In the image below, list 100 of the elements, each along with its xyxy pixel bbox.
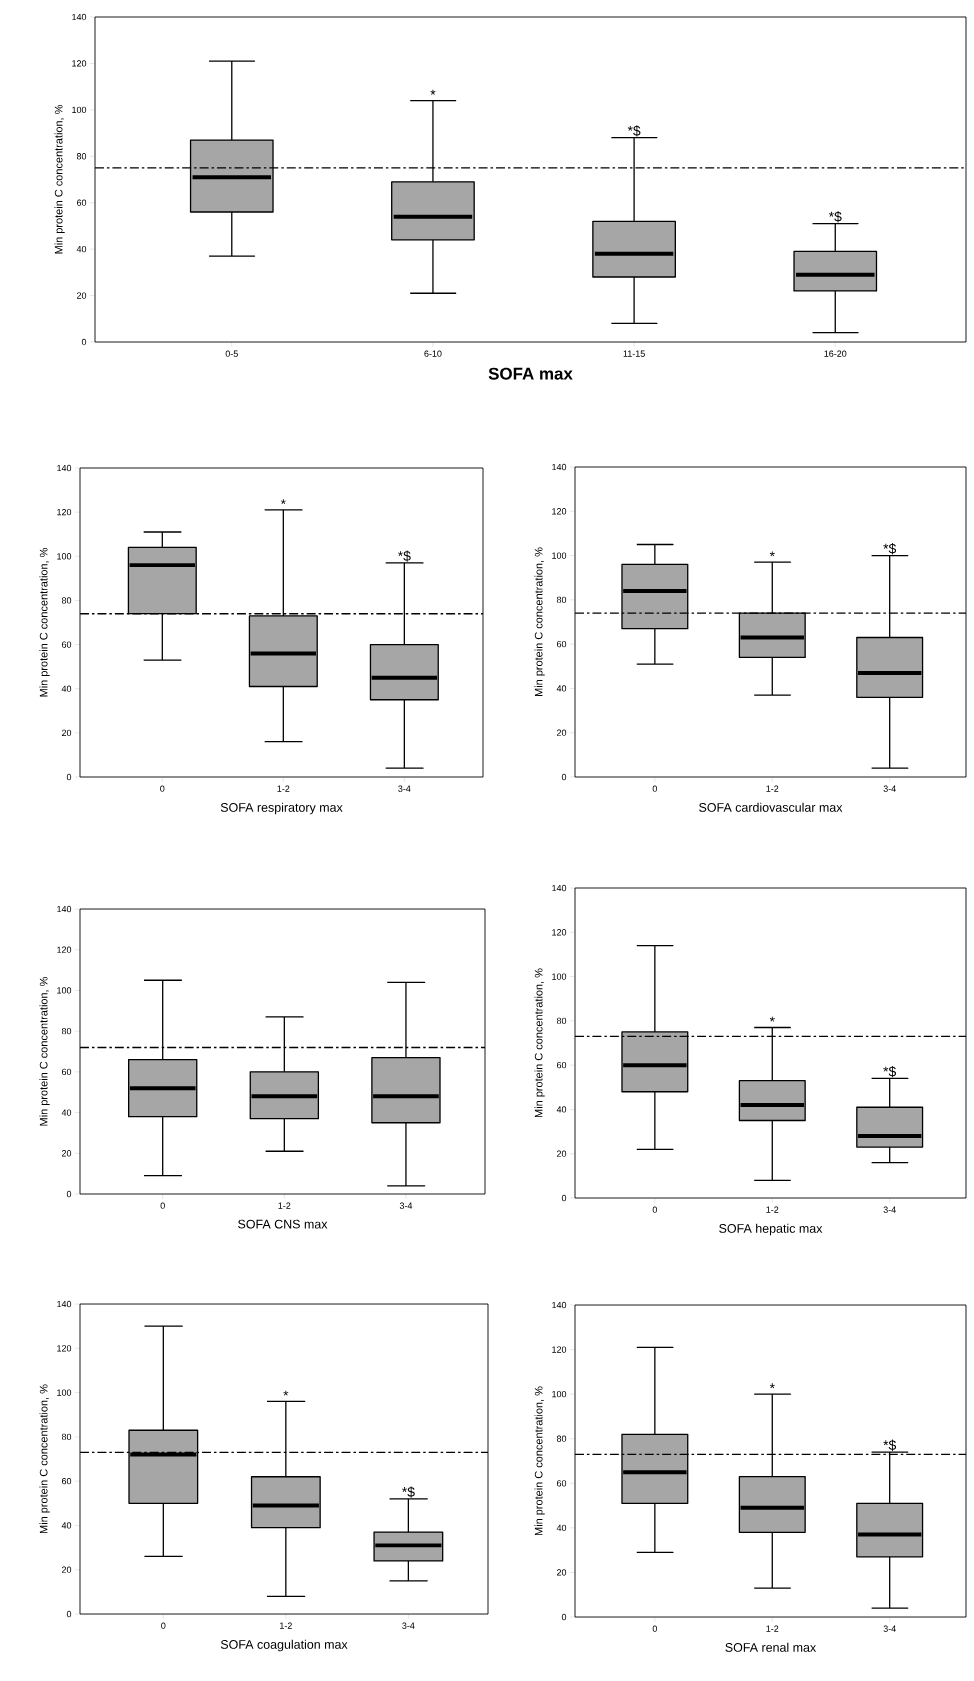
y-tick-label: 120 bbox=[57, 1345, 72, 1352]
annotation: * bbox=[280, 499, 286, 505]
y-tick-label: 40 bbox=[76, 245, 87, 253]
y-tick-label: 100 bbox=[552, 973, 567, 980]
y-tick-label: 100 bbox=[552, 1390, 567, 1398]
y-tick-label: 40 bbox=[61, 1522, 72, 1529]
y-tick-label: 140 bbox=[72, 13, 87, 21]
y-tick-label: 80 bbox=[556, 1017, 567, 1025]
y-tick-label: 0 bbox=[66, 1190, 72, 1198]
y-tick-label: 40 bbox=[556, 1106, 567, 1113]
x-tick-label: 0 bbox=[652, 1206, 657, 1213]
x-axis-title: SOFA max bbox=[488, 367, 573, 380]
y-axis-title: Min protein C concentration, % bbox=[534, 1386, 545, 1536]
x-tick-label: 0 bbox=[160, 785, 165, 792]
y-tick-label: 100 bbox=[72, 106, 87, 114]
annotation: *$ bbox=[883, 543, 897, 555]
y-tick-label: 20 bbox=[556, 1150, 567, 1157]
annotation: * bbox=[769, 1016, 775, 1022]
y-tick-label: 80 bbox=[556, 1435, 567, 1442]
y-tick-label: 40 bbox=[556, 685, 567, 692]
y-tick-label: 0 bbox=[561, 1613, 567, 1621]
y-tick-label: 100 bbox=[57, 553, 72, 560]
x-tick-label: 0 bbox=[652, 785, 657, 792]
y-tick-label: 60 bbox=[556, 1480, 567, 1487]
x-axis-title: SOFA hepatic max bbox=[719, 1223, 823, 1236]
y-tick-label: 140 bbox=[57, 464, 72, 472]
y-tick-label: 140 bbox=[57, 905, 72, 913]
y-tick-label: 60 bbox=[556, 1061, 567, 1069]
y-tick-label: 20 bbox=[61, 729, 72, 737]
annotation: *$ bbox=[627, 125, 641, 137]
annotation: *$ bbox=[397, 550, 411, 562]
y-axis-title: Min protein C concentration, % bbox=[39, 548, 50, 697]
y-tick-label: 60 bbox=[556, 640, 567, 648]
x-tick-label: 1-2 bbox=[280, 1622, 292, 1629]
x-tick-label: 3-4 bbox=[883, 785, 896, 792]
y-tick-label: 0 bbox=[66, 1610, 72, 1618]
y-tick-label: 20 bbox=[556, 729, 567, 736]
x-axis-title: SOFA CNS max bbox=[238, 1219, 328, 1229]
y-tick-label: 0 bbox=[561, 1194, 567, 1202]
y-tick-label: 120 bbox=[552, 1346, 567, 1353]
x-axis-title: SOFA respiratory max bbox=[220, 802, 343, 815]
y-tick-label: 120 bbox=[552, 508, 567, 515]
annotation: *$ bbox=[828, 211, 842, 223]
x-tick-label: 3-4 bbox=[883, 1625, 896, 1632]
x-tick-label: 3-4 bbox=[399, 1202, 413, 1209]
x-tick-label: 1-2 bbox=[766, 785, 779, 792]
y-tick-label: 80 bbox=[61, 1433, 72, 1441]
y-tick-label: 100 bbox=[57, 1389, 72, 1396]
y-tick-label: 100 bbox=[552, 552, 567, 559]
x-tick-label: 16-20 bbox=[824, 350, 847, 357]
x-tick-label: 1-2 bbox=[766, 1625, 779, 1632]
y-tick-label: 20 bbox=[61, 1566, 72, 1573]
y-tick-label: 60 bbox=[61, 641, 72, 648]
y-tick-label: 120 bbox=[72, 60, 87, 67]
y-tick-label: 80 bbox=[61, 597, 72, 604]
y-tick-label: 140 bbox=[552, 463, 567, 471]
x-tick-label: 0 bbox=[652, 1625, 657, 1632]
annotation: * bbox=[769, 551, 775, 557]
y-tick-label: 80 bbox=[76, 153, 87, 160]
x-axis-title: SOFA cardiovascular max bbox=[699, 802, 843, 812]
y-axis-title: Min protein C concentration, % bbox=[534, 547, 545, 697]
x-tick-label: 1-2 bbox=[277, 785, 290, 792]
y-tick-label: 40 bbox=[61, 685, 72, 692]
y-axis-title: Min protein C concentration, % bbox=[39, 1384, 50, 1534]
x-tick-label: 0 bbox=[160, 1202, 165, 1209]
y-tick-label: 80 bbox=[556, 596, 567, 604]
y-tick-label: 140 bbox=[552, 1301, 567, 1309]
x-tick-label: 11-15 bbox=[623, 350, 645, 357]
x-tick-label: 3-4 bbox=[883, 1206, 896, 1213]
y-tick-label: 80 bbox=[61, 1027, 72, 1035]
annotation: *$ bbox=[883, 1065, 897, 1078]
x-tick-label: 1-2 bbox=[766, 1206, 779, 1213]
y-tick-label: 120 bbox=[552, 929, 567, 936]
y-tick-label: 0 bbox=[81, 338, 87, 346]
x-tick-label: 1-2 bbox=[278, 1202, 291, 1209]
y-tick-label: 20 bbox=[76, 292, 87, 299]
x-axis-title: SOFA renal max bbox=[725, 1642, 817, 1652]
y-tick-label: 20 bbox=[61, 1150, 72, 1157]
x-tick-label: 6-10 bbox=[424, 350, 442, 357]
y-tick-label: 40 bbox=[61, 1109, 72, 1116]
annotation: * bbox=[769, 1383, 775, 1389]
y-axis-title: Min protein C concentration, % bbox=[39, 977, 50, 1126]
y-axis-title: Min protein C concentration, % bbox=[534, 968, 545, 1118]
y-tick-label: 140 bbox=[57, 1300, 72, 1308]
annotation: *$ bbox=[401, 1486, 415, 1498]
x-tick-label: 0 bbox=[161, 1622, 166, 1629]
y-tick-label: 120 bbox=[57, 946, 72, 953]
annotation: * bbox=[283, 1390, 289, 1396]
y-tick-label: 60 bbox=[76, 199, 87, 206]
y-tick-label: 40 bbox=[556, 1524, 567, 1532]
y-tick-label: 0 bbox=[66, 773, 72, 781]
y-tick-label: 20 bbox=[556, 1569, 567, 1576]
y-tick-label: 60 bbox=[61, 1068, 72, 1076]
y-tick-label: 140 bbox=[552, 884, 567, 892]
x-tick-label: 3-4 bbox=[398, 785, 411, 792]
x-axis-title: SOFA coagulation max bbox=[220, 1639, 348, 1652]
y-tick-label: 120 bbox=[57, 508, 72, 516]
y-axis-title: Min protein C concentration, % bbox=[54, 105, 65, 254]
y-tick-label: 0 bbox=[561, 773, 567, 781]
annotation: * bbox=[430, 89, 436, 95]
